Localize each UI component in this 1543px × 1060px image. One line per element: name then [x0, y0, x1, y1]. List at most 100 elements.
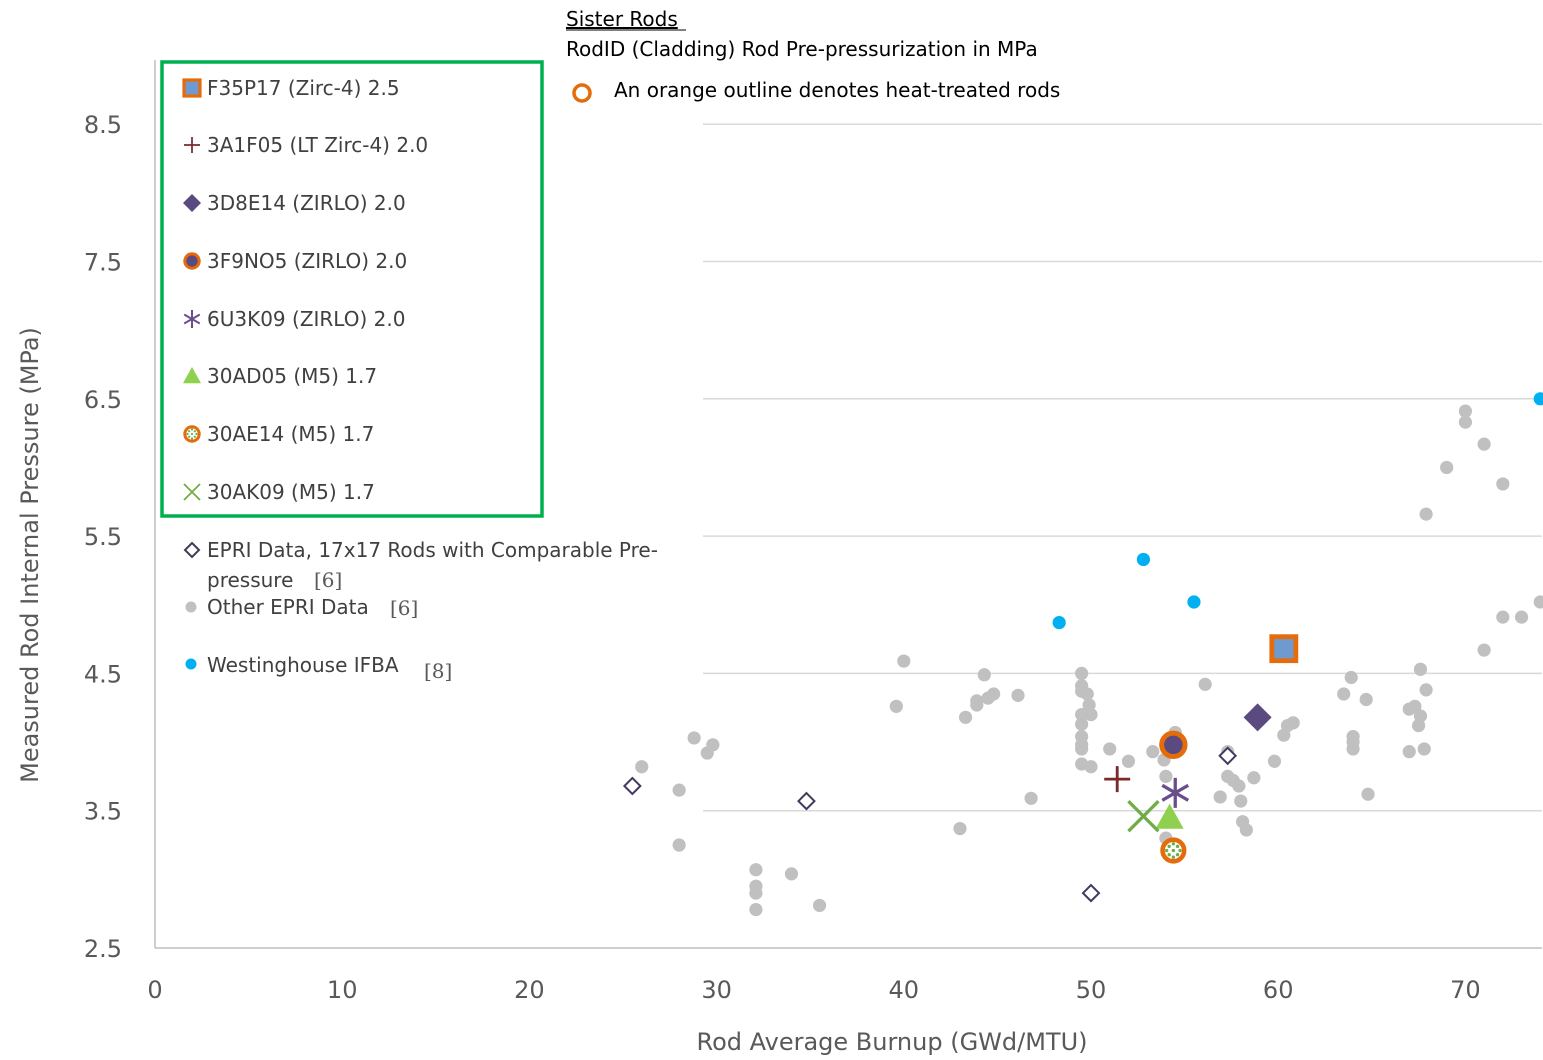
- point-series10-3: [1533, 392, 1543, 406]
- x-tick-label: 10: [327, 976, 358, 1004]
- point-series9-26: [1075, 707, 1089, 722]
- point-series0-0: [1269, 634, 1299, 664]
- point-series9-78: [1477, 643, 1491, 657]
- y-tick-labels: 2.5 3.5 4.5 5.5 6.5 7.5 8.5: [84, 111, 122, 963]
- point-series9-13: [897, 654, 911, 668]
- point-series10-0: [1052, 615, 1066, 630]
- legend-marker-9: [185, 601, 197, 613]
- point-series9-80: [1496, 610, 1510, 624]
- legend-reference: [6]: [390, 596, 418, 620]
- point-series9-57: [1286, 716, 1300, 730]
- point-series4-0: [1161, 777, 1190, 808]
- y-tick-label: 6.5: [84, 386, 122, 414]
- point-series9-8: [749, 886, 763, 900]
- y-tick-label: 2.5: [84, 935, 122, 963]
- legend-label: 3D8E14 (ZIRLO) 2.0: [207, 191, 406, 215]
- legend-label: EPRI Data, 17x17 Rods with Comparable Pr…: [207, 538, 658, 562]
- y-tick-label: 5.5: [84, 523, 122, 551]
- point-series9-40: [1159, 769, 1173, 783]
- x-tick-label: 30: [701, 976, 732, 1004]
- sister-rods-legend-box: [160, 60, 544, 518]
- point-series9-66: [1402, 745, 1416, 759]
- point-series9-62: [1346, 742, 1360, 756]
- x-tick-label: 60: [1263, 976, 1294, 1004]
- legend-label: Westinghouse IFBA: [207, 653, 399, 677]
- point-series9-71: [1417, 742, 1431, 756]
- point-series9-64: [1361, 787, 1375, 801]
- y-tick-label: 7.5: [84, 249, 122, 277]
- point-series8-3: [1218, 746, 1238, 766]
- legend-label: pressure: [207, 568, 293, 592]
- point-series10-1: [1136, 552, 1151, 567]
- header-subtitle: RodID (Cladding) Rod Pre-pressurization …: [566, 37, 1038, 61]
- legend-label: 3F9NO5 (ZIRLO) 2.0: [207, 249, 407, 273]
- point-series9-32: [1080, 687, 1094, 701]
- point-series1-0: [1104, 766, 1131, 793]
- legend-label: 30AD05 (M5) 1.7: [207, 364, 377, 388]
- point-series9-18: [977, 668, 991, 682]
- header-note: An orange outline denotes heat-treated r…: [614, 78, 1060, 102]
- point-series9-72: [1419, 683, 1433, 697]
- point-series9-54: [1267, 754, 1282, 768]
- point-series8-2: [1081, 883, 1101, 903]
- point-series8-1: [797, 791, 816, 811]
- point-series9-77: [1477, 437, 1491, 451]
- point-series10-2: [1187, 595, 1201, 609]
- point-series9-69: [1413, 709, 1428, 723]
- point-series6-0: [1160, 837, 1187, 864]
- legend-label: Other EPRI Data: [207, 595, 369, 619]
- point-series7-0: [1127, 800, 1160, 833]
- data-points: [622, 392, 1543, 917]
- point-series9-53: [1247, 771, 1261, 785]
- point-series9-5: [706, 738, 720, 752]
- legend-label: F35P17 (Zirc-4) 2.5: [207, 76, 400, 100]
- x-axis-title: Rod Average Burnup (GWd/MTU): [696, 1028, 1087, 1056]
- legend-marker-2: [183, 194, 201, 212]
- point-series9-21: [1011, 688, 1025, 702]
- point-series9-38: [1146, 745, 1160, 759]
- legend-marker-10: [185, 658, 197, 670]
- point-series9-17: [970, 698, 984, 712]
- point-series9-34: [1084, 707, 1098, 722]
- legend-marker-8: [183, 541, 201, 559]
- point-series9-30: [1075, 742, 1089, 756]
- y-tick-label: 4.5: [84, 660, 122, 688]
- point-series9-22: [1024, 791, 1038, 805]
- y-axis-title: Measured Rod Internal Pressure (MPa): [16, 327, 44, 783]
- legend: F35P17 (Zirc-4) 2.5 3A1F05 (LT Zirc-4) 2.…: [160, 60, 658, 683]
- point-series9-81: [1514, 610, 1529, 624]
- point-series9-6: [749, 863, 763, 877]
- point-series3-0: [1159, 730, 1188, 759]
- point-series9-58: [1337, 687, 1351, 701]
- point-series9-2: [672, 838, 686, 852]
- x-tick-labels: 0 10 20 30 40 50 60 70: [147, 976, 1480, 1004]
- point-series9-15: [958, 710, 973, 724]
- point-series2-0: [1243, 703, 1272, 732]
- x-tick-label: 50: [1076, 976, 1107, 1004]
- legend-marker-1: [184, 137, 200, 153]
- point-series5-0: [1155, 803, 1184, 829]
- legend-marker-0: [182, 78, 202, 98]
- point-series9-44: [1198, 677, 1212, 691]
- point-series9-37: [1121, 754, 1136, 768]
- legend-marker-4: [183, 310, 201, 328]
- point-series9-49: [1232, 779, 1246, 793]
- legend-marker-6: [183, 425, 201, 443]
- legend-reference: [8]: [424, 659, 452, 683]
- x-tick-label: 20: [514, 976, 545, 1004]
- point-series9-10: [784, 867, 799, 881]
- point-series9-35: [1084, 760, 1098, 774]
- point-series9-67: [1408, 699, 1422, 713]
- header-title: Sister Rods: [566, 7, 678, 31]
- point-series9-11: [812, 898, 827, 913]
- legend-marker-5: [183, 367, 201, 384]
- point-series9-20: [987, 687, 1001, 701]
- point-series9-76: [1458, 415, 1472, 429]
- point-series9-9: [749, 902, 763, 917]
- legend-label: 3A1F05 (LT Zirc-4) 2.0: [207, 133, 428, 157]
- point-series9-23: [1075, 666, 1089, 681]
- point-series9-27: [1075, 717, 1089, 731]
- point-series9-82: [1533, 595, 1543, 609]
- legend-marker-3: [183, 252, 201, 270]
- point-series9-52: [1239, 823, 1253, 837]
